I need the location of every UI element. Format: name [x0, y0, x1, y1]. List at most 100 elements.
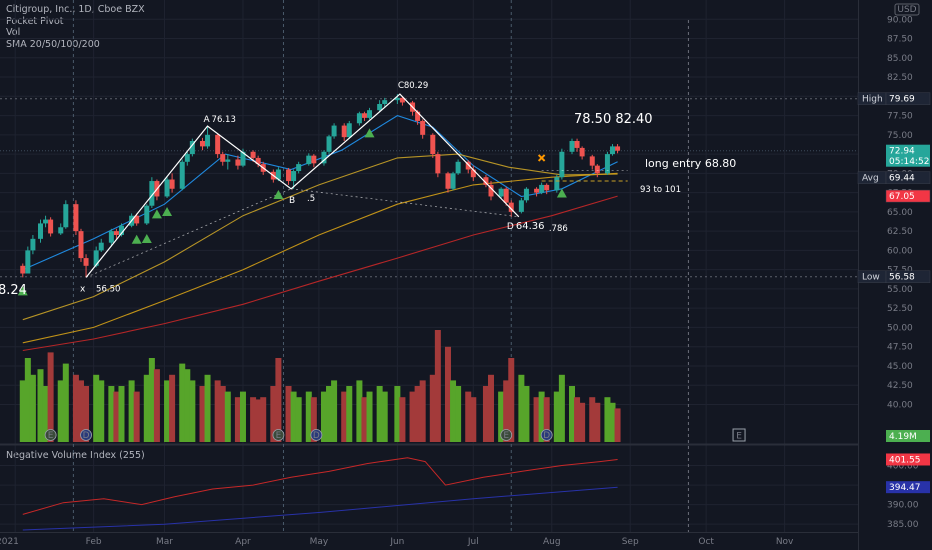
- candle-body: [361, 113, 367, 118]
- nvi-ema-tag-value: 394.47: [889, 483, 921, 493]
- price-tag-value: 79.69: [889, 95, 915, 105]
- candle-body: [25, 250, 31, 274]
- chart-legend: Citigroup, Inc., 1D, Cboe BZX Pocket Piv…: [6, 4, 145, 50]
- event-marker: [44, 429, 57, 441]
- volume-bar: [589, 397, 596, 442]
- candle-body: [465, 161, 471, 170]
- nvi-ema-tag-bg: [886, 481, 930, 494]
- candle-body: [93, 250, 99, 266]
- volume-bar: [118, 386, 125, 442]
- volume-bar: [113, 391, 120, 442]
- price-tag-bg: [885, 270, 931, 283]
- pattern-point-x: x: [80, 284, 86, 294]
- volume-bar: [199, 386, 206, 442]
- price-tick-label: 45.00: [887, 362, 913, 372]
- time-tick-label: Jun: [389, 537, 404, 547]
- candle-body: [377, 104, 383, 111]
- nvi-tag-bg: [886, 453, 930, 466]
- nvi-pane: [22, 457, 618, 531]
- event-marker-label: D: [83, 431, 90, 441]
- pocket-pivot-marker: [141, 233, 152, 243]
- price-tag-label: Low: [862, 273, 880, 283]
- price-tick-label: 90.00: [887, 15, 913, 25]
- event-marker: [310, 429, 323, 441]
- volume-bar: [366, 391, 373, 442]
- volume-bar: [569, 386, 575, 442]
- price-tag-label: Avg: [862, 174, 879, 184]
- price-tick-label: 75.00: [887, 131, 913, 141]
- nvi-ema-line: [22, 486, 618, 531]
- volume-bar: [356, 380, 363, 442]
- entry-x-marker: [537, 154, 546, 162]
- event-marker-label: E: [503, 431, 509, 441]
- volume-bar: [164, 380, 171, 442]
- volume-bar: [128, 380, 135, 442]
- candle-body: [179, 161, 185, 189]
- range-label: 93 to 101: [640, 185, 681, 195]
- candle-body: [356, 113, 362, 124]
- volume-bar: [444, 346, 451, 442]
- volume-bar: [234, 397, 241, 442]
- volume-bar: [533, 397, 540, 442]
- event-marker: [500, 429, 513, 441]
- candle-body: [544, 184, 550, 191]
- pattern-point-value: 64.36: [516, 221, 545, 232]
- volume-bar: [419, 380, 426, 442]
- volume-bar: [470, 397, 477, 442]
- candle-body: [415, 111, 421, 121]
- pattern-point-A: A: [204, 115, 211, 125]
- candle-body: [574, 140, 580, 148]
- volume-bar: [189, 380, 196, 442]
- volume-bar: [219, 386, 226, 442]
- time-tick-label: Apr: [235, 537, 251, 547]
- event-marker-label: E: [48, 431, 54, 441]
- volume-bar: [399, 397, 406, 442]
- volume-bar: [62, 363, 69, 442]
- volume-bar: [184, 369, 191, 442]
- candle-body: [569, 140, 575, 152]
- future-earnings-label: E: [736, 432, 742, 442]
- candle-body: [326, 136, 332, 152]
- future-earnings-marker: [732, 428, 746, 442]
- volume-bar: [488, 374, 495, 442]
- volume-bar: [455, 386, 462, 442]
- pattern-xb: [85, 188, 292, 278]
- indicator-vol: Vol: [6, 27, 21, 38]
- candle-body: [291, 171, 297, 182]
- volume-bar: [295, 397, 302, 442]
- volume-bar: [558, 374, 565, 442]
- currency-box: [894, 3, 920, 16]
- time-axis: 2021 Feb Mar Apr May Jun Jul Aug Sep Oct Nov: [0, 537, 794, 547]
- volume-bar: [250, 397, 257, 442]
- volume-bar: [414, 386, 421, 442]
- candle-body: [311, 155, 317, 164]
- volume-bar: [523, 386, 530, 442]
- event-marker: [272, 429, 285, 441]
- candle-body: [470, 169, 476, 178]
- volume-tag-value: 4.19M: [889, 432, 917, 442]
- volume-bar: [214, 380, 221, 442]
- candle-body: [615, 146, 621, 151]
- volume-bar: [98, 380, 105, 442]
- event-marker: [540, 429, 553, 441]
- price-tick-label: 62.50: [887, 227, 913, 237]
- candle-body: [594, 165, 600, 174]
- price-tick-label: 65.00: [887, 208, 913, 218]
- candle-body: [609, 146, 615, 155]
- pattern-point-value: 56.50: [96, 284, 120, 294]
- volume-bar: [465, 391, 472, 442]
- nvi-tick-label: 390.00: [887, 501, 919, 511]
- candle-body: [554, 177, 560, 191]
- candle-body: [286, 169, 292, 182]
- volume-bar: [148, 358, 155, 442]
- candle-body: [523, 188, 529, 201]
- volume-bar: [169, 374, 176, 442]
- volume-bar: [409, 391, 416, 442]
- pattern-bd: [291, 188, 519, 218]
- volume-bar: [594, 402, 601, 442]
- candle-body: [579, 147, 585, 157]
- annotations: E D E D E D E 78.50 82.40 long entry 68.80 93 to …: [0, 112, 746, 442]
- candle-body: [394, 97, 400, 101]
- volume-bar: [376, 386, 383, 442]
